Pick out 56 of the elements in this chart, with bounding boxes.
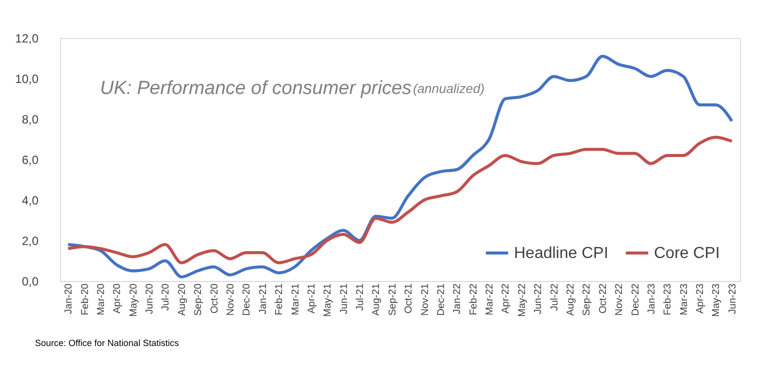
x-tick-label: Jun-22 bbox=[533, 283, 544, 314]
x-tick-label: Mar-23 bbox=[678, 283, 690, 316]
y-tick-label: 12,0 bbox=[15, 32, 39, 46]
x-tick-label: Apr-21 bbox=[306, 283, 318, 314]
x-tick-label: Oct-20 bbox=[209, 283, 220, 314]
x-tick-label: Nov-22 bbox=[614, 283, 626, 316]
x-tick-label: Feb-23 bbox=[662, 283, 674, 316]
text: UK: Performance of consumer prices bbox=[100, 78, 412, 99]
x-tick-label: Sep-21 bbox=[387, 283, 398, 316]
x-tick-label: Oct-22 bbox=[598, 283, 609, 314]
x-tick-label: Aug-20 bbox=[176, 283, 188, 316]
x-tick-label: Jul-20 bbox=[160, 283, 172, 311]
x-tick-label: Dec-20 bbox=[242, 283, 253, 316]
x-tick-label: Mar-21 bbox=[290, 283, 302, 316]
x-tick-label: Jan-23 bbox=[646, 283, 658, 314]
x-tick-label: Aug-22 bbox=[566, 283, 576, 316]
y-tick-label: 0,0 bbox=[22, 274, 39, 288]
x-tick-label: Apr-20 bbox=[112, 283, 124, 314]
x-tick-label: Jan-22 bbox=[452, 283, 464, 314]
text: (annualized) bbox=[413, 81, 485, 96]
x-tick-label: Aug-21 bbox=[371, 283, 382, 316]
y-tick-label: 4,0 bbox=[22, 194, 39, 208]
x-tick-label: Feb-21 bbox=[274, 283, 286, 316]
y-tick-label: 6,0 bbox=[22, 153, 39, 167]
x-tick-label: Apr-23 bbox=[695, 283, 706, 314]
line-series bbox=[66, 136, 734, 264]
source-note: Source: Office for National Statistics bbox=[35, 338, 180, 348]
x-tick-label: Jul-22 bbox=[549, 283, 560, 311]
x-tick-label: Jun-20 bbox=[144, 283, 156, 314]
y-tick-label: 10,0 bbox=[15, 72, 39, 86]
x-tick-label: Dec-21 bbox=[436, 283, 447, 316]
line-series bbox=[66, 54, 734, 278]
legend-label: Core CPI bbox=[654, 245, 720, 262]
x-tick-label: Dec-22 bbox=[630, 283, 642, 316]
x-tick-label: Nov-20 bbox=[226, 283, 236, 316]
x-tick-label: Jan-21 bbox=[258, 283, 269, 314]
x-tick-label: Mar-20 bbox=[96, 283, 107, 316]
x-tick-label: Nov-21 bbox=[420, 283, 431, 316]
x-tick-label: Jul-21 bbox=[355, 283, 366, 311]
x-tick-label: May-21 bbox=[322, 283, 334, 317]
x-tick-label: May-22 bbox=[516, 283, 528, 317]
x-tick-label: Apr-22 bbox=[500, 283, 512, 314]
x-tick-label: Feb-20 bbox=[80, 283, 91, 316]
x-tick-label: May-23 bbox=[711, 283, 722, 317]
x-tick-label: Jun-21 bbox=[338, 283, 350, 314]
legend-label: Headline CPI bbox=[514, 245, 608, 262]
x-tick-label: Oct-21 bbox=[404, 283, 415, 314]
y-tick-label: 8,0 bbox=[22, 112, 39, 126]
x-tick-label: Sep-22 bbox=[582, 283, 593, 316]
x-tick-label: May-20 bbox=[128, 283, 140, 317]
x-tick-label: Mar-22 bbox=[484, 283, 496, 316]
x-tick-label: Sep-20 bbox=[193, 283, 204, 316]
x-tick-label: Feb-22 bbox=[468, 283, 480, 316]
x-tick-label: Jan-20 bbox=[64, 283, 75, 314]
y-tick-label: 2,0 bbox=[22, 234, 39, 248]
x-tick-label: Jun-23 bbox=[727, 283, 738, 314]
